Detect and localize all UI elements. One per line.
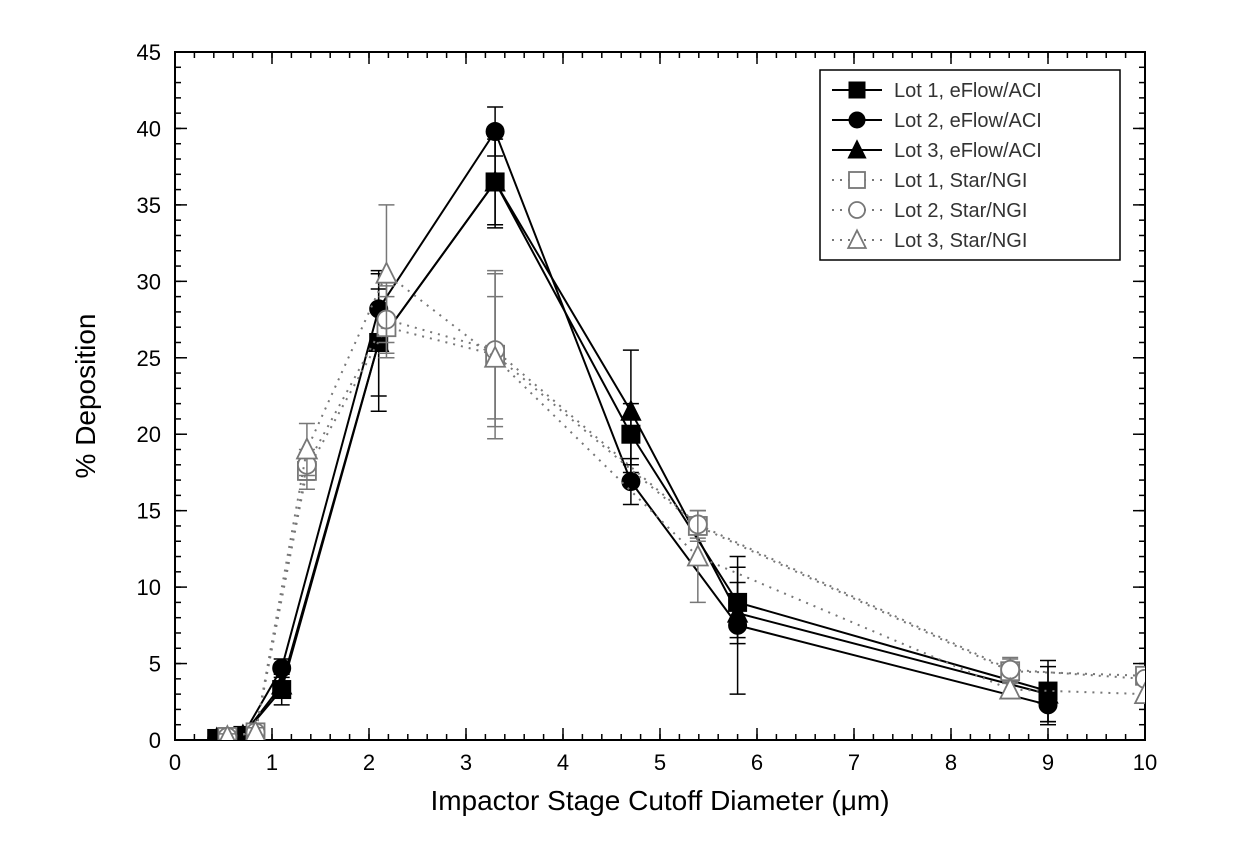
legend-label: Lot 1, eFlow/ACI — [894, 80, 1042, 102]
x-tick-label: 7 — [848, 750, 860, 775]
x-tick-label: 10 — [1133, 750, 1157, 775]
legend-label: Lot 1, Star/NGI — [894, 170, 1027, 192]
y-tick-label: 10 — [137, 575, 161, 600]
x-tick-label: 2 — [363, 750, 375, 775]
chart-container: 012345678910051015202530354045Impactor S… — [0, 0, 1240, 849]
x-tick-label: 0 — [169, 750, 181, 775]
x-axis-title: Impactor Stage Cutoff Diameter (μm) — [430, 785, 889, 816]
y-tick-label: 0 — [149, 728, 161, 753]
deposition-chart: 012345678910051015202530354045Impactor S… — [0, 0, 1240, 849]
legend-label: Lot 2, Star/NGI — [894, 200, 1027, 222]
legend-label: Lot 2, eFlow/ACI — [894, 110, 1042, 132]
y-tick-label: 45 — [137, 40, 161, 65]
y-tick-label: 40 — [137, 116, 161, 141]
x-tick-label: 3 — [460, 750, 472, 775]
legend-label: Lot 3, eFlow/ACI — [894, 140, 1042, 162]
y-axis-title: % Deposition — [70, 314, 101, 479]
x-tick-label: 5 — [654, 750, 666, 775]
y-tick-label: 25 — [137, 346, 161, 371]
y-tick-label: 20 — [137, 422, 161, 447]
y-tick-label: 15 — [137, 499, 161, 524]
series-line — [217, 182, 1048, 739]
x-tick-label: 8 — [945, 750, 957, 775]
x-tick-label: 1 — [266, 750, 278, 775]
y-tick-label: 35 — [137, 193, 161, 218]
x-tick-label: 9 — [1042, 750, 1054, 775]
y-tick-label: 5 — [149, 652, 161, 677]
legend-label: Lot 3, Star/NGI — [894, 230, 1027, 252]
y-tick-label: 30 — [137, 269, 161, 294]
x-tick-label: 4 — [557, 750, 569, 775]
series-lot1-eflow — [208, 136, 1057, 747]
x-tick-label: 6 — [751, 750, 763, 775]
legend: Lot 1, eFlow/ACI Lot 2, eFlow/ACI Lot 3, e… — [820, 70, 1120, 260]
series-lot2-star — [218, 274, 1154, 746]
